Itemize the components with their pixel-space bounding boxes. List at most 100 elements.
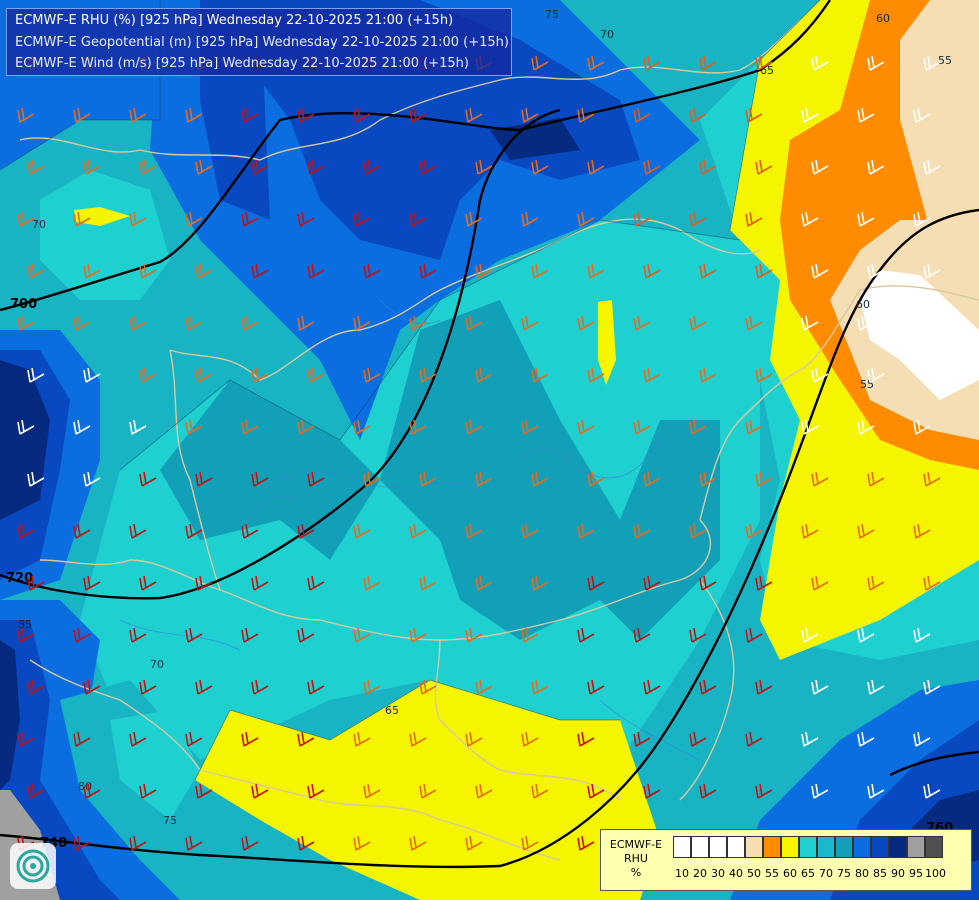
wind-barb-22 (297, 107, 315, 123)
legend-label-100: 100 (925, 867, 946, 880)
wind-barb-123 (241, 419, 259, 435)
wind-barb-87 (129, 315, 147, 331)
ecmwf-logo-icon (16, 849, 50, 883)
wind-barb-155 (129, 523, 147, 539)
wind-barb-20 (185, 107, 203, 123)
wind-barb-146 (587, 471, 605, 487)
rhu-label-70-c: 70 (150, 658, 164, 671)
wind-barb-183 (755, 575, 773, 591)
rhu-65-bottom (195, 680, 660, 900)
wind-barb-218 (811, 679, 829, 695)
wind-barb-203 (913, 627, 931, 643)
wind-barb-39 (307, 159, 325, 175)
rhu-label-60-a: 60 (876, 12, 890, 25)
wind-barb-229 (465, 731, 483, 747)
wind-barb-38 (251, 159, 269, 175)
wind-barb-40 (363, 159, 381, 175)
legend-box-1 (691, 836, 709, 858)
rhu-65-topleft (74, 207, 130, 226)
legend-label-70: 70 (819, 867, 833, 880)
wind-barb-97 (689, 315, 707, 331)
wind-barb-163 (577, 523, 595, 539)
wind-barb-196 (521, 627, 539, 643)
wind-barb-260 (297, 835, 315, 851)
geopotential-label-700: 700 (10, 297, 37, 312)
wind-barb-99 (801, 315, 819, 331)
wind-barb-225 (241, 731, 259, 747)
wind-barb-79 (643, 263, 661, 279)
rhu-title: ECMWF-E RHU (%) [925 hPa] Wednesday 22-1… (15, 13, 454, 28)
wind-barb-182 (699, 575, 717, 591)
wind-barb-178 (475, 575, 493, 591)
wind-barb-115 (755, 367, 773, 383)
wind-barb-13 (755, 55, 773, 71)
wind-barb-201 (801, 627, 819, 643)
wind-barb-249 (643, 783, 661, 799)
wind-barb-31 (801, 107, 819, 123)
wind-barb-227 (353, 731, 371, 747)
rhu-75-left (160, 380, 380, 560)
rhu-90-left (0, 360, 50, 520)
wind-barb-192 (297, 627, 315, 643)
rhu-70-topleft (40, 170, 170, 300)
wind-barb-64 (745, 211, 763, 227)
wind-barb-156 (185, 523, 203, 539)
wind-barb-230 (521, 731, 539, 747)
wind-barb-250 (699, 783, 717, 799)
wind-barb-194 (409, 627, 427, 643)
wind-barb-145 (531, 471, 549, 487)
wind-barb-73 (307, 263, 325, 279)
wind-barb-62 (633, 211, 651, 227)
wind-barbs (17, 55, 941, 851)
wind-barb-238 (27, 783, 45, 799)
wind-barb-107 (307, 367, 325, 383)
wind-barb-18 (73, 107, 91, 123)
wind-barb-118 (923, 367, 941, 383)
wind-barb-190 (185, 627, 203, 643)
wind-barb-242 (251, 783, 269, 799)
wind-barb-54 (185, 211, 203, 227)
wind-barb-256 (73, 835, 91, 851)
legend-label-10: 10 (675, 867, 689, 880)
rhu-label-85: 85 (18, 618, 32, 631)
wind-barb-94 (521, 315, 539, 331)
wind-barb-121 (129, 419, 147, 435)
wind-barb-130 (633, 419, 651, 435)
wind-barb-184 (811, 575, 829, 591)
wind-barb-193 (353, 627, 371, 643)
wind-barb-109 (419, 367, 437, 383)
map-header: ECMWF-E RHU (%) [925 hPa] Wednesday 22-1… (6, 8, 512, 76)
wind-barb-154 (73, 523, 91, 539)
wind-barb-37 (195, 159, 213, 175)
wind-barb-59 (465, 211, 483, 227)
wind-barb-14 (811, 55, 829, 71)
wind-barb-63 (689, 211, 707, 227)
wind-barb-137 (83, 471, 101, 487)
legend-label-90: 90 (891, 867, 905, 880)
wind-barb-176 (363, 575, 381, 591)
wind-barb-35 (83, 159, 101, 175)
wind-barb-106 (251, 367, 269, 383)
wind-barb-44 (587, 159, 605, 175)
wind-barb-27 (577, 107, 595, 123)
wind-barb-185 (867, 575, 885, 591)
wind-barb-254 (923, 783, 941, 799)
wind-barb-248 (587, 783, 605, 799)
wind-barb-208 (251, 679, 269, 695)
wind-barb-85 (17, 315, 35, 331)
rhu-label-55-b: 55 (860, 378, 874, 391)
wind-barb-114 (699, 367, 717, 383)
wind-barb-28 (633, 107, 651, 123)
wind-barb-127 (465, 419, 483, 435)
geopotential-720-line (0, 108, 561, 600)
wind-barb-46 (699, 159, 717, 175)
wind-barb-179 (531, 575, 549, 591)
wind-barb-240 (139, 783, 157, 799)
wind-barb-61 (577, 211, 595, 227)
legend-labels: 10 20 30 40 50 55 60 65 70 75 80 85 90 95 100 (673, 867, 946, 880)
wind-barb-96 (633, 315, 651, 331)
wind-barb-76 (475, 263, 493, 279)
rhu-75-center (380, 300, 720, 640)
wind-barb-84 (923, 263, 941, 279)
wind-barb-224 (185, 731, 203, 747)
